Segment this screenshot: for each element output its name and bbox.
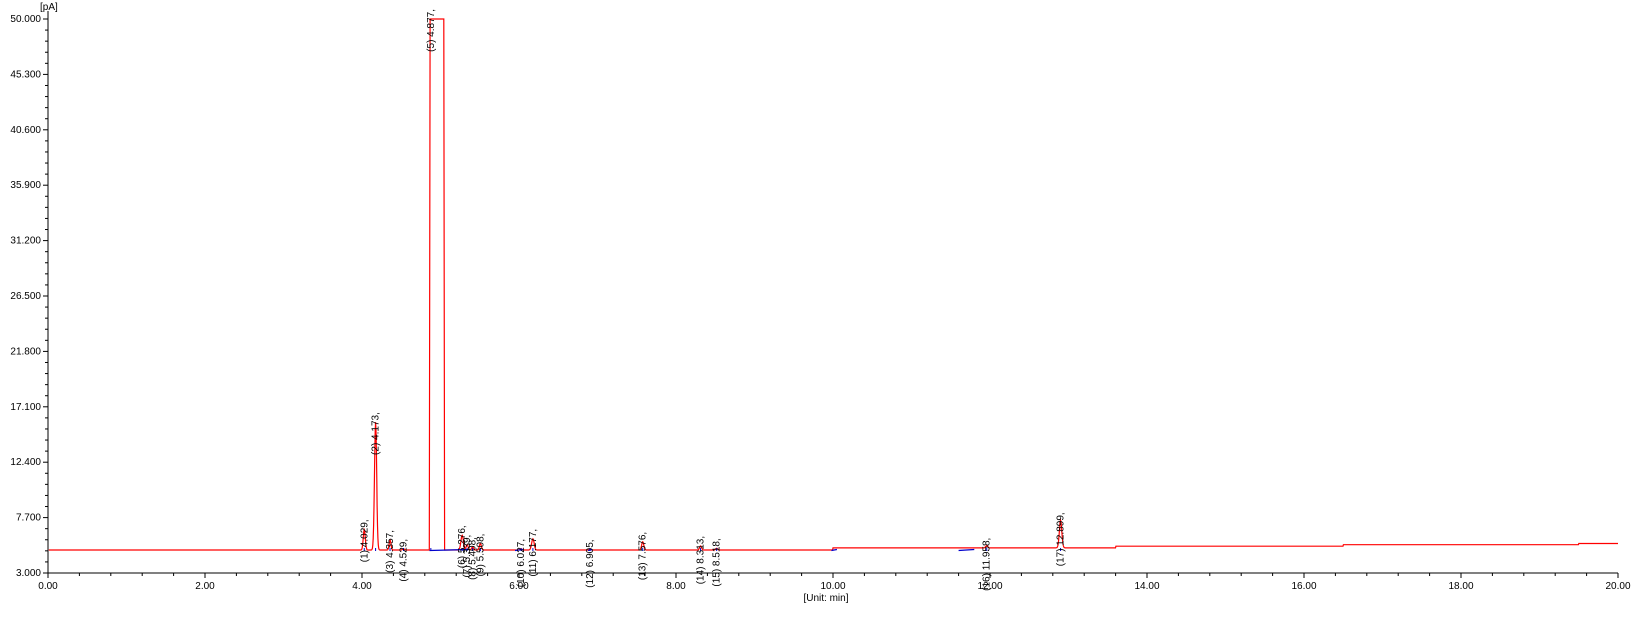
peak-label: (6) 5.276, <box>457 525 468 568</box>
x-tick-label: 18.00 <box>1448 581 1473 592</box>
y-tick-label: 35.900 <box>10 180 41 191</box>
signal-trace <box>48 18 1618 551</box>
y-axis-label: [pA] <box>40 2 58 13</box>
integration-baseline <box>958 548 975 552</box>
y-tick-label: 50.000 <box>10 14 41 25</box>
x-tick-label: 0.00 <box>38 581 58 592</box>
plot-area <box>48 18 1618 552</box>
peak-label: (13) 7.576, <box>638 532 649 580</box>
y-tick-label: 31.200 <box>10 236 41 247</box>
y-tick-label: 7.700 <box>16 513 41 524</box>
integration-baseline <box>831 548 838 552</box>
x-tick-label: 4.00 <box>352 581 372 592</box>
peak-label: (7) 5.339, <box>462 535 473 578</box>
y-tick-label: 3.000 <box>16 568 41 579</box>
peak-label: (1) 4.029, <box>359 519 370 562</box>
peak-label: (12) 6.905, <box>585 539 596 587</box>
peak-label: (5) 4.877, <box>426 9 437 52</box>
peak-label: (11) 6.177, <box>528 529 539 577</box>
x-tick-label: 2.00 <box>195 581 215 592</box>
peak-label: (2) 4.173, <box>371 412 382 455</box>
x-tick-label: 16.00 <box>1291 581 1316 592</box>
peak-label: (10) 6.027, <box>516 539 527 587</box>
y-tick-label: 12.400 <box>10 457 41 468</box>
peak-label: (16) 11.958, <box>982 538 993 591</box>
peak-labels: (1) 4.029, (2) 4.173, (3) 4.357, (4) 4.529,… <box>359 9 1066 591</box>
y-tick-label: 17.100 <box>10 402 41 413</box>
y-tick-label: 21.800 <box>10 346 41 357</box>
x-axis-label: [Unit: min] <box>803 593 848 604</box>
peak-label: (15) 8.518, <box>712 538 723 586</box>
x-tick-label: 12.00 <box>977 581 1002 592</box>
peak-label: (3) 4.357, <box>385 530 396 573</box>
axes: 3.000 7.700 12.400 17.100 21.800 26.500 31.200… <box>10 11 1631 592</box>
peak-label: (4) 4.529, <box>399 539 410 582</box>
y-tick-label: 45.300 <box>10 69 41 80</box>
y-tick-label: 40.600 <box>10 125 41 136</box>
x-tick-label: 6.00 <box>509 581 529 592</box>
peak-label: (17) 12.899, <box>1056 512 1067 566</box>
x-tick-label: 10.00 <box>820 581 845 592</box>
integration-baseline <box>429 548 468 552</box>
peak-label: (9) 5.508, <box>475 534 486 577</box>
y-tick-label: 26.500 <box>10 291 41 302</box>
peak-label: (8) 5.408, <box>468 537 479 580</box>
x-tick-label: 14.00 <box>1134 581 1159 592</box>
x-tick-label: 20.00 <box>1605 581 1630 592</box>
x-tick-label: 8.00 <box>666 581 686 592</box>
peak-label: (14) 8.313, <box>696 536 707 584</box>
